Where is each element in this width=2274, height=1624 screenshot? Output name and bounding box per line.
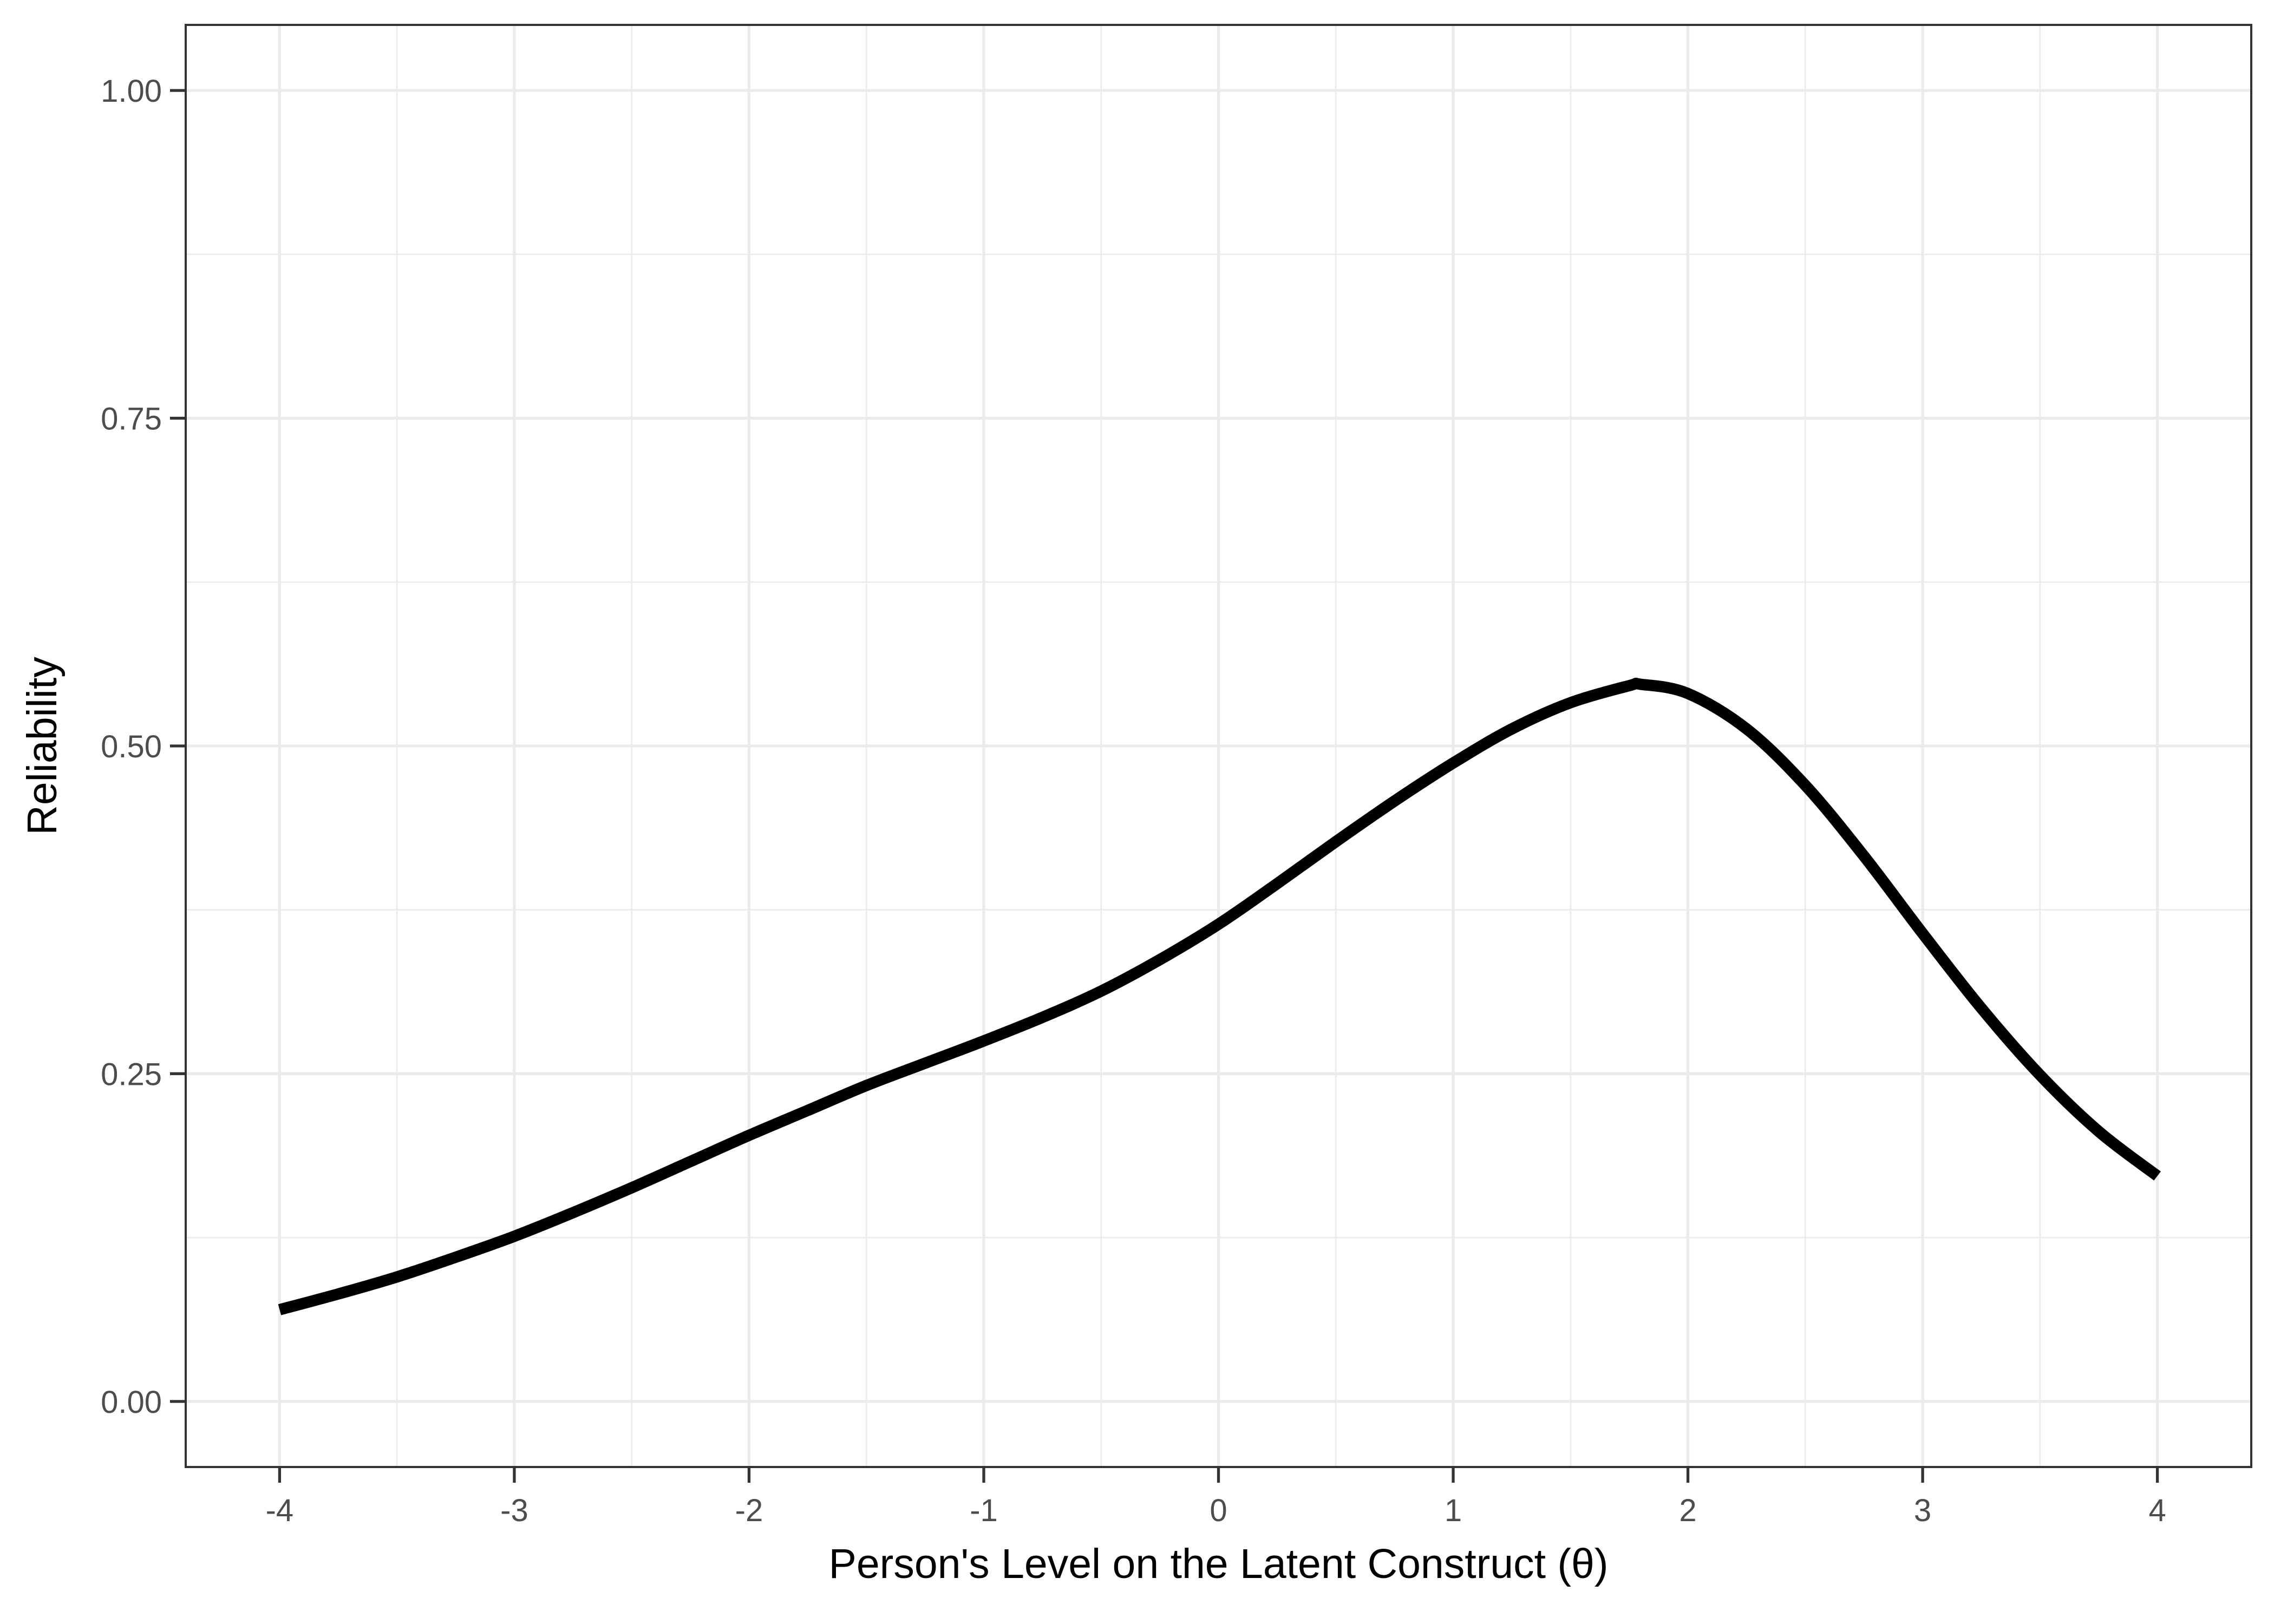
major-gridlines	[186, 25, 2251, 1467]
x-tick-label: 0	[1210, 1493, 1227, 1528]
x-axis-title: Person's Level on the Latent Construct (…	[829, 1541, 1609, 1587]
y-tick-label: 0.25	[101, 1057, 162, 1092]
reliability-line	[278, 677, 2161, 1315]
x-tick-label: -3	[500, 1493, 528, 1528]
y-tick-label: 0.50	[101, 729, 162, 764]
x-tick-label: 4	[2148, 1493, 2166, 1528]
y-tick-label: 0.00	[101, 1385, 162, 1420]
x-tick-label: 3	[1914, 1493, 1931, 1528]
x-tick-label: -4	[266, 1493, 294, 1528]
x-tick-label: -2	[735, 1493, 763, 1528]
x-tick-label: -1	[970, 1493, 998, 1528]
y-tick-label: 0.75	[101, 402, 162, 437]
x-axis-ticks: -4 -3 -2 -1 0 1 2 3 4	[266, 1467, 2166, 1528]
y-axis-title: Reliability	[19, 657, 66, 835]
x-tick-label: 2	[1679, 1493, 1696, 1528]
y-axis-ticks: 0.00 0.25 0.50 0.75 1.00	[101, 74, 186, 1420]
x-tick-label: 1	[1445, 1493, 1462, 1528]
y-tick-label: 1.00	[101, 74, 162, 109]
series-layer	[278, 677, 2161, 1315]
